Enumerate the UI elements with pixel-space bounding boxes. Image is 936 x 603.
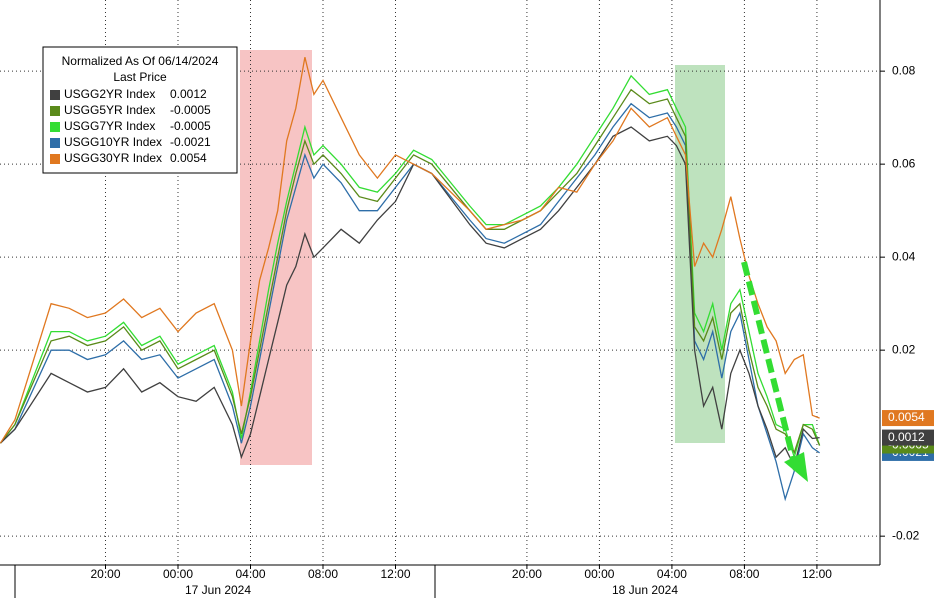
x-tick-label: 04:00 <box>657 567 687 581</box>
price-tag <box>882 429 934 446</box>
series-line <box>0 74 821 460</box>
series-line <box>0 102 820 502</box>
legend-swatch <box>50 90 60 100</box>
x-tick-label: 20:00 <box>512 567 542 581</box>
legend-value: 0.0054 <box>170 151 207 165</box>
series-line <box>0 57 820 444</box>
price-tag-label: 0.0012 <box>888 430 925 444</box>
legend-swatch <box>50 154 60 164</box>
legend-value: 0.0012 <box>170 87 207 101</box>
x-tick-label: 08:00 <box>308 567 338 581</box>
price-tag <box>882 410 934 427</box>
grid <box>0 0 880 565</box>
date-label: 17 Jun 2024 <box>185 583 251 597</box>
x-tick-label: 04:00 <box>235 567 265 581</box>
legend-label: USGG5YR Index <box>64 103 155 117</box>
y-tick-label: 0.02 <box>892 342 916 356</box>
annotation-arrow <box>741 261 799 471</box>
x-tick-label: 12:00 <box>380 567 410 581</box>
lines <box>0 57 821 502</box>
x-tick-label: 20:00 <box>90 567 120 581</box>
date-label: 18 Jun 2024 <box>612 583 678 597</box>
x-tick-label: 12:00 <box>802 567 832 581</box>
price-tag-label: 0.0054 <box>888 410 925 424</box>
legend: Normalized As Of 06/14/2024 Last Price U… <box>42 46 238 174</box>
legend-label: USGG30YR Index <box>64 151 162 165</box>
legend-swatch <box>50 138 60 148</box>
arrow-head <box>784 452 808 482</box>
legend-box <box>42 46 238 174</box>
legend-title: Normalized As Of 06/14/2024 <box>62 54 219 68</box>
y-tick-label: 0.08 <box>892 63 916 77</box>
x-tick-label: 00:00 <box>163 567 193 581</box>
legend-value: -0.0021 <box>170 135 211 149</box>
legend-label: USGG10YR Index <box>64 135 162 149</box>
legend-value: -0.0005 <box>170 103 211 117</box>
legend-label: USGG7YR Index <box>64 119 155 133</box>
legend-label: USGG2YR Index <box>64 87 155 101</box>
legend-swatch <box>50 106 60 116</box>
y-tick-label: 0.04 <box>892 249 916 263</box>
y-tick-label: -0.02 <box>892 528 920 542</box>
x-tick-label: 00:00 <box>584 567 614 581</box>
x-tick-label: 08:00 <box>729 567 759 581</box>
legend-swatch <box>50 122 60 132</box>
y-tick-label: 0.06 <box>892 156 916 170</box>
legend-subtitle: Last Price <box>113 70 167 84</box>
series-line <box>0 126 820 469</box>
legend-value: -0.0005 <box>170 119 211 133</box>
series-line <box>0 88 821 455</box>
